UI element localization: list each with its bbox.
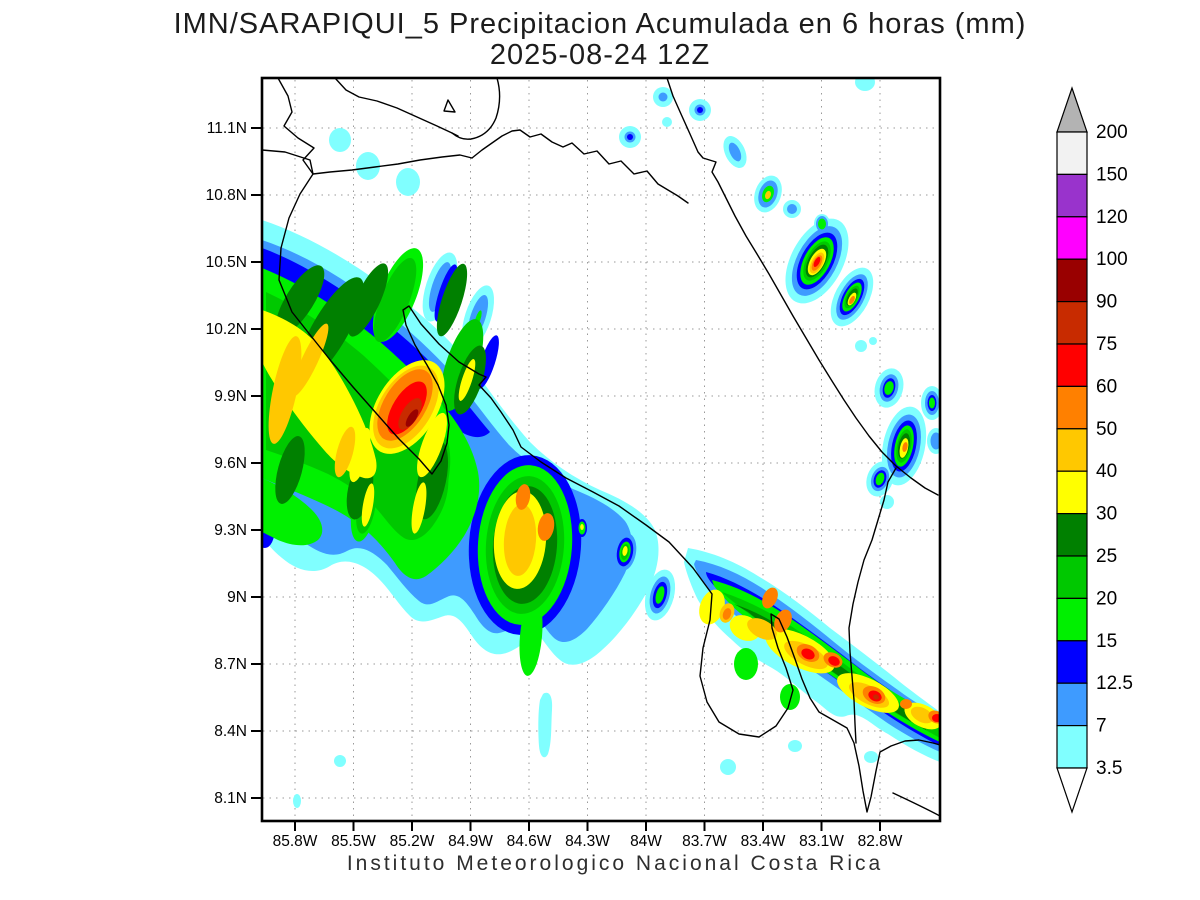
lon-label: 83.1W [799,833,844,850]
colorbar-arrow-top [1056,86,1088,133]
coastline-lake-shore [334,78,459,137]
lon-label: 84W [630,833,662,850]
colorbar-label: 20 [1096,588,1117,609]
colorbar-swatch [1056,131,1088,176]
colorbar-swatch [1056,173,1088,218]
colorbar-swatch [1056,470,1088,515]
lat-label: 11.1N [207,120,247,137]
lon-label: 82.8W [858,833,903,850]
colorbar-label: 30 [1096,504,1117,525]
colorbar-swatch [1056,640,1088,684]
coastline-pacific [277,78,940,813]
colorbar-label: 60 [1096,376,1117,397]
precipitation-field [262,78,940,808]
colorbar-swatch [1056,301,1088,345]
colorbar-swatch [1056,682,1088,727]
colorbar-label: 150 [1096,164,1128,185]
colorbar-swatch [1056,555,1088,600]
lon-label: 84.9W [448,833,493,850]
coastline-caribbean [666,78,939,496]
lon-label: 85.2W [390,833,435,850]
colorbar-swatch [1056,343,1088,388]
colorbar-swatch [1056,597,1088,642]
coastline-north-zigzag [471,129,689,204]
map-datetime: 2025-08-24 12Z [490,39,710,71]
colorbar-label: 75 [1096,334,1117,355]
coastline-corner-arc [892,792,940,817]
lat-label: 8.4N [214,723,247,740]
lon-label: 84.3W [565,833,610,850]
coastline-lower-diagonal [262,149,473,175]
lon-label: 83.4W [741,833,786,850]
colorbar-label: 120 [1096,207,1128,228]
colorbar-swatch [1056,724,1088,769]
lon-label: 84.6W [507,833,552,850]
lat-label: 9.9N [214,388,247,405]
precip-layer-maroon [405,409,419,427]
latitude-axis-labels: 11.1N 10.8N 10.5N 10.2N 9.9N 9.6N 9.3N 9… [206,120,247,807]
colorbar-label: 40 [1096,461,1117,482]
lat-label: 8.7N [214,656,247,673]
colorbar-label: 200 [1096,122,1128,143]
lon-label: 83.7W [682,833,727,850]
colorbar-label: 15 [1096,631,1117,652]
lat-label: 9.6N [214,455,247,472]
border-panama [848,467,897,744]
colorbar-label: 50 [1096,419,1117,440]
colorbar-swatch [1056,385,1088,430]
lat-label: 10.2N [206,321,247,338]
lat-label: 10.5N [206,254,247,271]
map-title: IMN/SARAPIQUI_5 Precipitacion Acumulada … [174,8,1027,40]
lon-label: 85.5W [331,833,376,850]
lon-label: 85.8W [273,833,318,850]
longitude-axis-labels: 85.8W 85.5W 85.2W 84.9W 84.6W 84.3W 84W … [273,833,903,850]
left-axis-ticks [251,127,262,799]
colorbar-label: 90 [1096,292,1117,313]
island-outline [443,99,456,113]
lat-label: 10.8N [206,187,247,204]
colorbar-swatch [1056,428,1088,472]
footer-institution: Instituto Meteorologico Nacional Costa R… [347,852,883,875]
colorbar-label: 12.5 [1096,673,1133,694]
colorbar: 200 150 120 100 90 75 60 50 40 30 25 20 … [1056,86,1133,814]
colorbar-labels: 200 150 120 100 90 75 60 50 40 30 25 20 … [1096,122,1133,779]
colorbar-label: 100 [1096,249,1128,270]
map-border [260,76,942,823]
lat-label: 9.3N [214,522,247,539]
colorbar-label: 7 [1096,716,1107,737]
colorbar-label: 25 [1096,546,1117,567]
colorbar-swatch [1056,512,1088,557]
coastline [262,78,940,817]
colorbar-swatch [1056,216,1088,260]
bottom-axis-ticks [294,821,881,831]
lat-label: 8.1N [214,790,247,807]
coastline-lake-loop [451,78,501,140]
colorbar-swatch [1056,258,1088,303]
colorbar-arrow-bottom [1056,767,1088,814]
colorbar-label: 3.5 [1096,758,1122,779]
lat-label: 9N [227,589,247,606]
